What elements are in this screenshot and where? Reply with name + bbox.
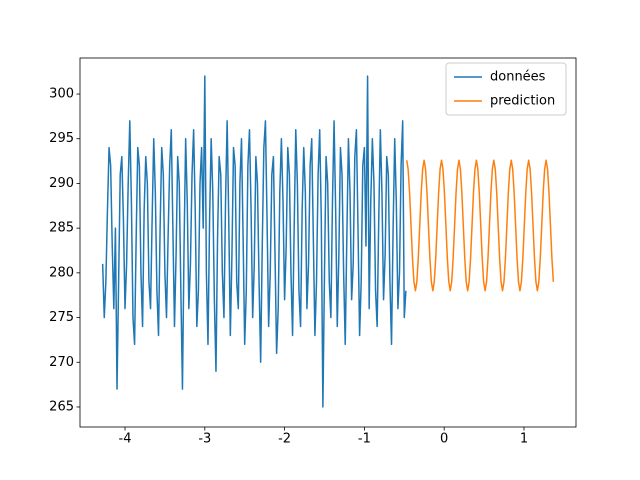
- y-tick-label: 275: [49, 310, 74, 325]
- y-tick-label: 285: [49, 221, 74, 236]
- data-line: [405, 159, 555, 292]
- y-tick-label: 295: [49, 131, 74, 146]
- y-tick-label: 270: [49, 355, 74, 370]
- y-tick-label: 290: [49, 176, 74, 191]
- y-tick-label: 280: [49, 265, 74, 280]
- data-line: [101, 75, 407, 408]
- legend-label: prediction: [490, 94, 555, 109]
- y-tick-label: 300: [49, 87, 74, 102]
- x-tick-label: -1: [358, 432, 371, 447]
- x-tick-label: 1: [520, 432, 528, 447]
- x-tick-label: -2: [278, 432, 291, 447]
- legend-box: [445, 62, 567, 116]
- x-tick-label: 0: [440, 432, 448, 447]
- plot-frame: [79, 57, 577, 428]
- legend-label: données: [490, 70, 546, 85]
- y-tick-label: 265: [49, 399, 74, 414]
- x-tick-label: -3: [198, 432, 211, 447]
- x-tick-label: -4: [119, 432, 132, 447]
